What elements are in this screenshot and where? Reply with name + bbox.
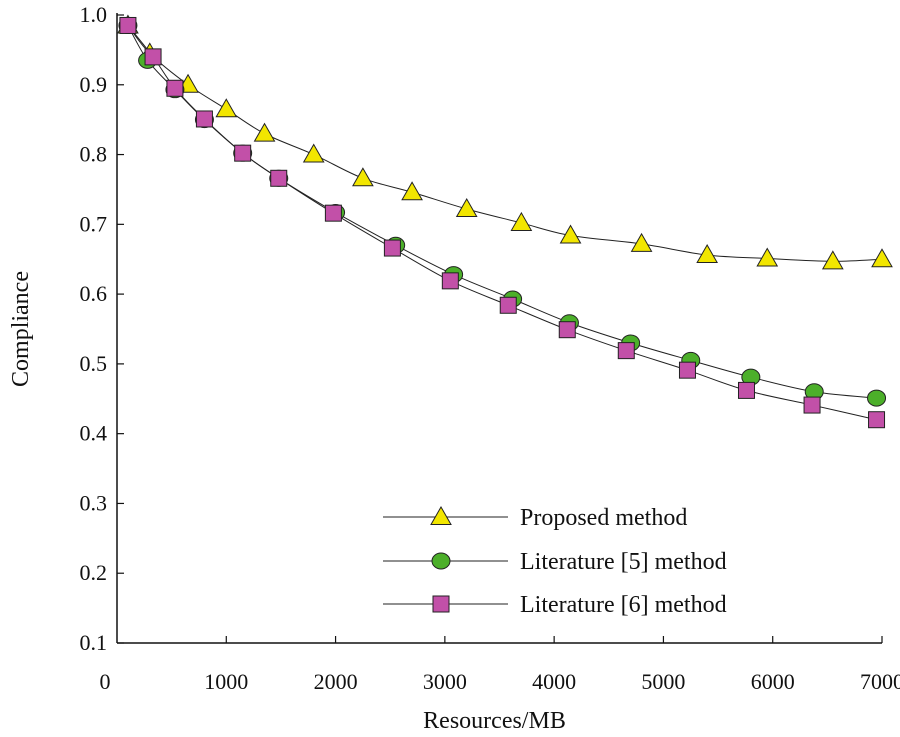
y-tick-label: 0.6 [80, 281, 108, 306]
legend-label-proposed: Proposed method [520, 505, 687, 531]
data-point-literature-6 [617, 342, 635, 360]
data-point-literature-6 [166, 79, 184, 97]
data-point-literature-6 [119, 16, 137, 34]
series-literature-5 [118, 16, 887, 407]
y-tick-label: 0.9 [80, 72, 108, 97]
x-tick-label: 2000 [314, 669, 358, 694]
data-point-literature-6 [868, 411, 886, 429]
data-point-proposed [253, 122, 276, 142]
data-point-literature-6 [144, 48, 162, 66]
x-tick-label: 7000 [860, 669, 900, 694]
data-point-proposed [455, 197, 478, 217]
data-point-literature-6 [499, 296, 517, 314]
x-tick-label: 6000 [751, 669, 795, 694]
legend: Proposed method Literature [5] method Lite… [383, 505, 727, 618]
axes [116, 13, 882, 644]
series-line-literature-5 [127, 25, 877, 399]
data-point-proposed [630, 232, 653, 252]
x-tick-label: 0 [100, 669, 111, 694]
x-tick-label: 1000 [204, 669, 248, 694]
data-point-proposed [871, 248, 893, 268]
y-tick-label: 0.2 [80, 560, 108, 585]
data-point-proposed [215, 98, 238, 118]
data-point-literature-6 [441, 272, 459, 290]
data-point-literature-5 [867, 389, 887, 407]
data-point-literature-6 [270, 169, 288, 187]
x-axis-title: Resources/MB [423, 708, 566, 734]
y-tick-label: 0.4 [80, 421, 108, 446]
data-point-literature-6 [803, 396, 821, 414]
y-tick-label: 0.5 [80, 351, 108, 376]
y-tick-label: 0.8 [80, 142, 108, 167]
y-axis-title: Compliance [8, 271, 34, 387]
data-point-proposed [302, 143, 325, 163]
data-point-literature-6 [678, 361, 696, 379]
legend-label-literature-6: Literature [6] method [520, 592, 727, 618]
series [117, 14, 893, 429]
data-point-proposed [756, 247, 779, 267]
legend-marker-literature-5 [431, 552, 451, 570]
series-line-literature-6 [127, 25, 877, 421]
legend-marker-proposed [430, 505, 452, 525]
data-point-literature-6 [383, 239, 401, 257]
x-tick-label: 5000 [641, 669, 685, 694]
ticks: 0.1 0.2 0.3 0.4 0.5 0.6 0.7 0.8 0.9 1.0 0 1000 2000 3… [80, 2, 900, 694]
data-point-proposed [401, 181, 423, 201]
y-tick-label: 0.3 [80, 490, 108, 515]
data-point-proposed [559, 224, 582, 244]
data-point-literature-6 [324, 204, 342, 222]
x-tick-label: 3000 [423, 669, 467, 694]
series-proposed [117, 14, 893, 270]
series-literature-6 [119, 16, 886, 429]
series-line-proposed [127, 25, 883, 262]
data-point-literature-6 [234, 144, 252, 162]
x-tick-label: 4000 [532, 669, 576, 694]
data-point-literature-6 [195, 110, 213, 128]
legend-label-literature-5: Literature [5] method [520, 549, 727, 575]
legend-marker-literature-6 [432, 595, 450, 613]
y-tick-label: 0.1 [80, 630, 108, 655]
data-point-proposed [696, 244, 719, 264]
data-point-literature-6 [558, 321, 576, 339]
y-tick-label: 1.0 [80, 2, 108, 27]
data-point-proposed [821, 250, 844, 270]
data-point-proposed [352, 167, 374, 187]
data-point-proposed [510, 211, 533, 231]
data-point-literature-6 [737, 381, 755, 399]
y-tick-label: 0.7 [80, 211, 108, 236]
